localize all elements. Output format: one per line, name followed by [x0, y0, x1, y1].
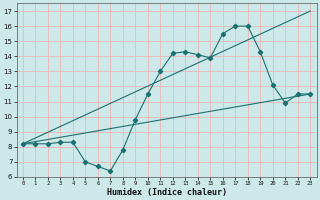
X-axis label: Humidex (Indice chaleur): Humidex (Indice chaleur) — [107, 188, 227, 197]
